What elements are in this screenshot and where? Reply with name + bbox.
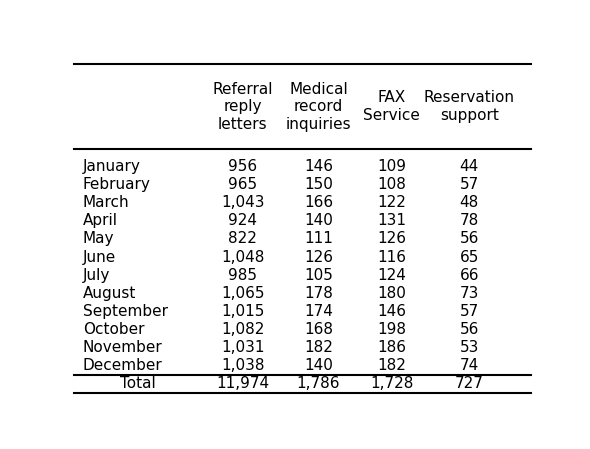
Text: 1,082: 1,082 (221, 322, 265, 337)
Text: 174: 174 (304, 304, 333, 319)
Text: 65: 65 (460, 250, 479, 264)
Text: 1,048: 1,048 (221, 250, 265, 264)
Text: 180: 180 (377, 286, 406, 301)
Text: 53: 53 (460, 340, 479, 355)
Text: 727: 727 (455, 376, 484, 391)
Text: 1,786: 1,786 (297, 376, 340, 391)
Text: 108: 108 (377, 177, 406, 192)
Text: Referral
reply
letters: Referral reply letters (212, 82, 273, 132)
Text: October: October (83, 322, 145, 337)
Text: August: August (83, 286, 136, 301)
Text: 1,043: 1,043 (221, 195, 265, 210)
Text: 56: 56 (460, 232, 479, 247)
Text: 66: 66 (460, 268, 479, 283)
Text: 1,015: 1,015 (221, 304, 265, 319)
Text: Total: Total (120, 376, 156, 391)
Text: 74: 74 (460, 358, 479, 373)
Text: July: July (83, 268, 110, 283)
Text: 146: 146 (304, 159, 333, 174)
Text: 178: 178 (304, 286, 333, 301)
Text: 109: 109 (377, 159, 406, 174)
Text: 198: 198 (377, 322, 406, 337)
Text: 111: 111 (304, 232, 333, 247)
Text: FAX
Service: FAX Service (363, 90, 420, 123)
Text: 122: 122 (377, 195, 406, 210)
Text: 105: 105 (304, 268, 333, 283)
Text: 182: 182 (377, 358, 406, 373)
Text: September: September (83, 304, 168, 319)
Text: 56: 56 (460, 322, 479, 337)
Text: May: May (83, 232, 114, 247)
Text: 48: 48 (460, 195, 479, 210)
Text: 1,038: 1,038 (221, 358, 265, 373)
Text: 166: 166 (304, 195, 333, 210)
Text: 1,031: 1,031 (221, 340, 265, 355)
Text: Reservation
support: Reservation support (424, 90, 514, 123)
Text: 57: 57 (460, 304, 479, 319)
Text: 140: 140 (304, 358, 333, 373)
Text: December: December (83, 358, 163, 373)
Text: 1,065: 1,065 (221, 286, 265, 301)
Text: 186: 186 (377, 340, 406, 355)
Text: 11,974: 11,974 (217, 376, 270, 391)
Text: 182: 182 (304, 340, 333, 355)
Text: 126: 126 (377, 232, 406, 247)
Text: 150: 150 (304, 177, 333, 192)
Text: 140: 140 (304, 213, 333, 229)
Text: 131: 131 (377, 213, 406, 229)
Text: 924: 924 (228, 213, 257, 229)
Text: 124: 124 (377, 268, 406, 283)
Text: 126: 126 (304, 250, 333, 264)
Text: 956: 956 (228, 159, 257, 174)
Text: 1,728: 1,728 (370, 376, 413, 391)
Text: March: March (83, 195, 130, 210)
Text: November: November (83, 340, 163, 355)
Text: 116: 116 (377, 250, 406, 264)
Text: June: June (83, 250, 116, 264)
Text: 44: 44 (460, 159, 479, 174)
Text: February: February (83, 177, 151, 192)
Text: January: January (83, 159, 141, 174)
Text: 822: 822 (228, 232, 257, 247)
Text: April: April (83, 213, 118, 229)
Text: 985: 985 (228, 268, 257, 283)
Text: 57: 57 (460, 177, 479, 192)
Text: 168: 168 (304, 322, 333, 337)
Text: 146: 146 (377, 304, 406, 319)
Text: 78: 78 (460, 213, 479, 229)
Text: 73: 73 (460, 286, 479, 301)
Text: 965: 965 (228, 177, 257, 192)
Text: Medical
record
inquiries: Medical record inquiries (286, 82, 351, 132)
